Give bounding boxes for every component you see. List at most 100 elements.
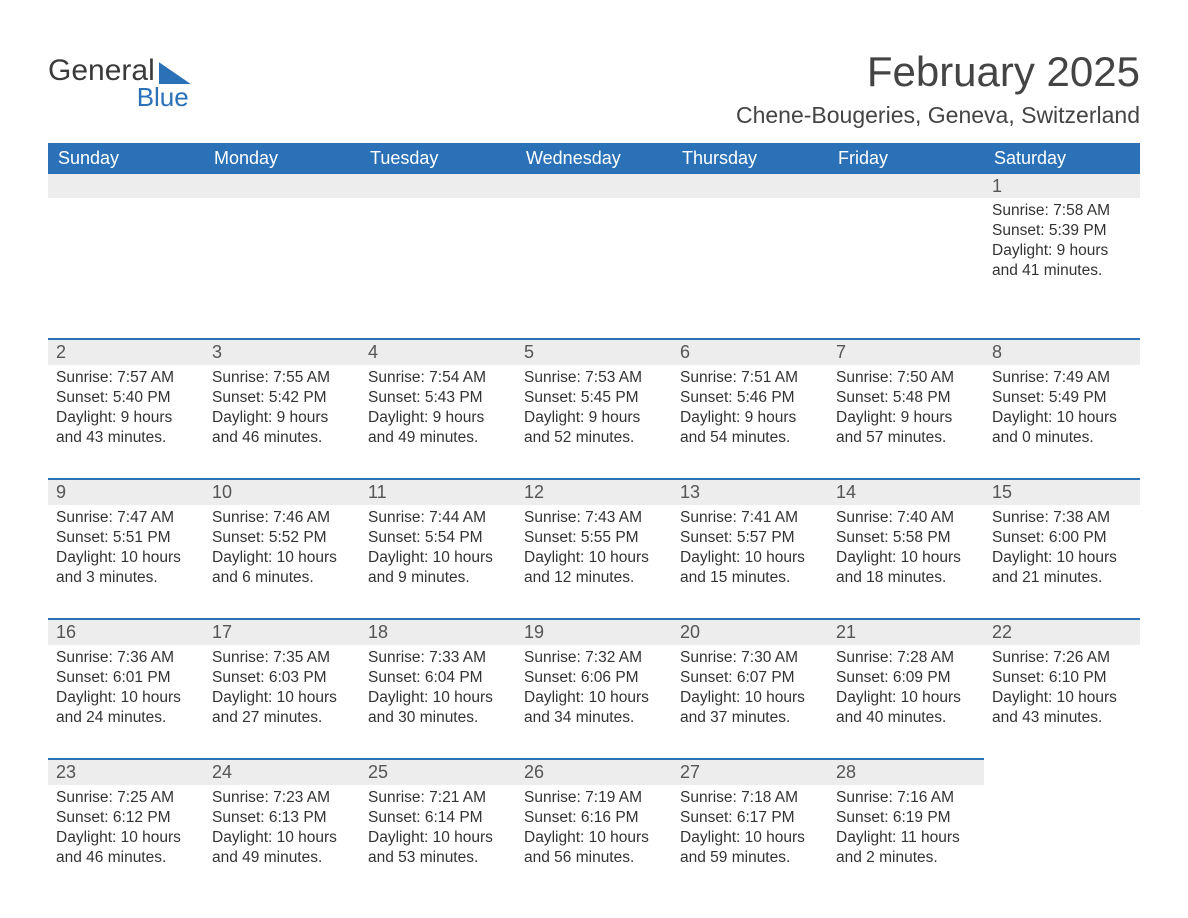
day-content: Sunrise: 7:53 AMSunset: 5:45 PMDaylight:… <box>516 365 672 455</box>
sunrise-text: Sunrise: 7:49 AM <box>992 368 1132 388</box>
day-cell: 12Sunrise: 7:43 AMSunset: 5:55 PMDayligh… <box>516 478 672 604</box>
location-text: Chene-Bougeries, Geneva, Switzerland <box>736 102 1140 129</box>
sunrise-text: Sunrise: 7:47 AM <box>56 508 196 528</box>
day-cell: 14Sunrise: 7:40 AMSunset: 5:58 PMDayligh… <box>828 478 984 604</box>
day-cell: 24Sunrise: 7:23 AMSunset: 6:13 PMDayligh… <box>204 758 360 884</box>
sunset-text: Sunset: 6:07 PM <box>680 668 820 688</box>
day-number: 17 <box>204 618 360 645</box>
sunset-text: Sunset: 6:13 PM <box>212 808 352 828</box>
day-content: Sunrise: 7:35 AMSunset: 6:03 PMDaylight:… <box>204 645 360 735</box>
daylight-text: Daylight: 10 hours and 27 minutes. <box>212 688 352 728</box>
day-cell: 23Sunrise: 7:25 AMSunset: 6:12 PMDayligh… <box>48 758 204 884</box>
sunrise-text: Sunrise: 7:28 AM <box>836 648 976 668</box>
sunset-text: Sunset: 5:43 PM <box>368 388 508 408</box>
day-cell: 18Sunrise: 7:33 AMSunset: 6:04 PMDayligh… <box>360 618 516 744</box>
day-content: Sunrise: 7:44 AMSunset: 5:54 PMDaylight:… <box>360 505 516 595</box>
day-cell: 7Sunrise: 7:50 AMSunset: 5:48 PMDaylight… <box>828 338 984 464</box>
day-content <box>984 785 1140 794</box>
day-cell: 20Sunrise: 7:30 AMSunset: 6:07 PMDayligh… <box>672 618 828 744</box>
day-cell: 27Sunrise: 7:18 AMSunset: 6:17 PMDayligh… <box>672 758 828 884</box>
day-content: Sunrise: 7:18 AMSunset: 6:17 PMDaylight:… <box>672 785 828 875</box>
weekday-header-cell: Tuesday <box>360 143 516 174</box>
day-cell: 9 Sunrise: 7:47 AMSunset: 5:51 PMDaylight… <box>48 478 204 604</box>
sunrise-text: Sunrise: 7:40 AM <box>836 508 976 528</box>
sunset-text: Sunset: 6:12 PM <box>56 808 196 828</box>
sunset-text: Sunset: 6:14 PM <box>368 808 508 828</box>
day-content <box>204 198 360 207</box>
daylight-text: Daylight: 10 hours and 43 minutes. <box>992 688 1132 728</box>
day-number: 27 <box>672 758 828 785</box>
day-number: 9 <box>48 478 204 505</box>
sunset-text: Sunset: 6:00 PM <box>992 528 1132 548</box>
sunrise-text: Sunrise: 7:44 AM <box>368 508 508 528</box>
daylight-text: Daylight: 10 hours and 12 minutes. <box>524 548 664 588</box>
sunrise-text: Sunrise: 7:36 AM <box>56 648 196 668</box>
sunset-text: Sunset: 5:52 PM <box>212 528 352 548</box>
sunset-text: Sunset: 5:46 PM <box>680 388 820 408</box>
day-content: Sunrise: 7:40 AMSunset: 5:58 PMDaylight:… <box>828 505 984 595</box>
daylight-text: Daylight: 9 hours and 43 minutes. <box>56 408 196 448</box>
sunrise-text: Sunrise: 7:32 AM <box>524 648 664 668</box>
day-number: 20 <box>672 618 828 645</box>
daylight-text: Daylight: 10 hours and 46 minutes. <box>56 828 196 868</box>
day-content: Sunrise: 7:19 AMSunset: 6:16 PMDaylight:… <box>516 785 672 875</box>
day-cell: 17Sunrise: 7:35 AMSunset: 6:03 PMDayligh… <box>204 618 360 744</box>
day-number: 8 <box>984 338 1140 365</box>
daylight-text: Daylight: 10 hours and 53 minutes. <box>368 828 508 868</box>
sunrise-text: Sunrise: 7:25 AM <box>56 788 196 808</box>
daylight-text: Daylight: 10 hours and 59 minutes. <box>680 828 820 868</box>
day-number: 11 <box>360 478 516 505</box>
sunset-text: Sunset: 6:10 PM <box>992 668 1132 688</box>
day-content: Sunrise: 7:25 AMSunset: 6:12 PMDaylight:… <box>48 785 204 875</box>
sunrise-text: Sunrise: 7:18 AM <box>680 788 820 808</box>
daylight-text: Daylight: 10 hours and 6 minutes. <box>212 548 352 588</box>
sunrise-text: Sunrise: 7:57 AM <box>56 368 196 388</box>
sunset-text: Sunset: 6:03 PM <box>212 668 352 688</box>
daylight-text: Daylight: 9 hours and 52 minutes. <box>524 408 664 448</box>
header: General Blue February 2025 Chene-Bougeri… <box>48 48 1140 129</box>
day-cell: 21Sunrise: 7:28 AMSunset: 6:09 PMDayligh… <box>828 618 984 744</box>
daylight-text: Daylight: 10 hours and 9 minutes. <box>368 548 508 588</box>
day-cell: 1Sunrise: 7:58 AMSunset: 5:39 PMDaylight… <box>984 198 1140 324</box>
day-number: 15 <box>984 478 1140 505</box>
day-number: 24 <box>204 758 360 785</box>
sunrise-text: Sunrise: 7:54 AM <box>368 368 508 388</box>
sunset-text: Sunset: 5:45 PM <box>524 388 664 408</box>
week-spacer <box>48 464 1140 478</box>
day-content: Sunrise: 7:49 AMSunset: 5:49 PMDaylight:… <box>984 365 1140 455</box>
sunset-text: Sunset: 5:54 PM <box>368 528 508 548</box>
day-number: 7 <box>828 338 984 365</box>
day-number: 12 <box>516 478 672 505</box>
day-cell <box>204 198 360 324</box>
day-cell: 10Sunrise: 7:46 AMSunset: 5:52 PMDayligh… <box>204 478 360 604</box>
sunset-text: Sunset: 6:04 PM <box>368 668 508 688</box>
day-number: 25 <box>360 758 516 785</box>
day-number: 19 <box>516 618 672 645</box>
day-content: Sunrise: 7:46 AMSunset: 5:52 PMDaylight:… <box>204 505 360 595</box>
weekday-header-row: SundayMondayTuesdayWednesdayThursdayFrid… <box>48 143 1140 174</box>
day-number: 22 <box>984 618 1140 645</box>
day-cell: 26Sunrise: 7:19 AMSunset: 6:16 PMDayligh… <box>516 758 672 884</box>
day-cell: 4Sunrise: 7:54 AMSunset: 5:43 PMDaylight… <box>360 338 516 464</box>
sunset-text: Sunset: 5:51 PM <box>56 528 196 548</box>
daylight-text: Daylight: 10 hours and 49 minutes. <box>212 828 352 868</box>
daylight-text: Daylight: 10 hours and 24 minutes. <box>56 688 196 728</box>
sunrise-text: Sunrise: 7:26 AM <box>992 648 1132 668</box>
day-number: 23 <box>48 758 204 785</box>
daylight-text: Daylight: 9 hours and 57 minutes. <box>836 408 976 448</box>
daylight-text: Daylight: 9 hours and 41 minutes. <box>992 241 1132 281</box>
day-number: 10 <box>204 478 360 505</box>
day-content: Sunrise: 7:33 AMSunset: 6:04 PMDaylight:… <box>360 645 516 735</box>
day-number: 6 <box>672 338 828 365</box>
week-spacer <box>48 324 1140 338</box>
sunrise-text: Sunrise: 7:16 AM <box>836 788 976 808</box>
day-content: Sunrise: 7:55 AMSunset: 5:42 PMDaylight:… <box>204 365 360 455</box>
sunrise-text: Sunrise: 7:30 AM <box>680 648 820 668</box>
daylight-text: Daylight: 10 hours and 3 minutes. <box>56 548 196 588</box>
sunset-text: Sunset: 6:19 PM <box>836 808 976 828</box>
day-content: Sunrise: 7:32 AMSunset: 6:06 PMDaylight:… <box>516 645 672 735</box>
day-cell: 11Sunrise: 7:44 AMSunset: 5:54 PMDayligh… <box>360 478 516 604</box>
sunrise-text: Sunrise: 7:51 AM <box>680 368 820 388</box>
day-cell: 25Sunrise: 7:21 AMSunset: 6:14 PMDayligh… <box>360 758 516 884</box>
sunset-text: Sunset: 5:57 PM <box>680 528 820 548</box>
